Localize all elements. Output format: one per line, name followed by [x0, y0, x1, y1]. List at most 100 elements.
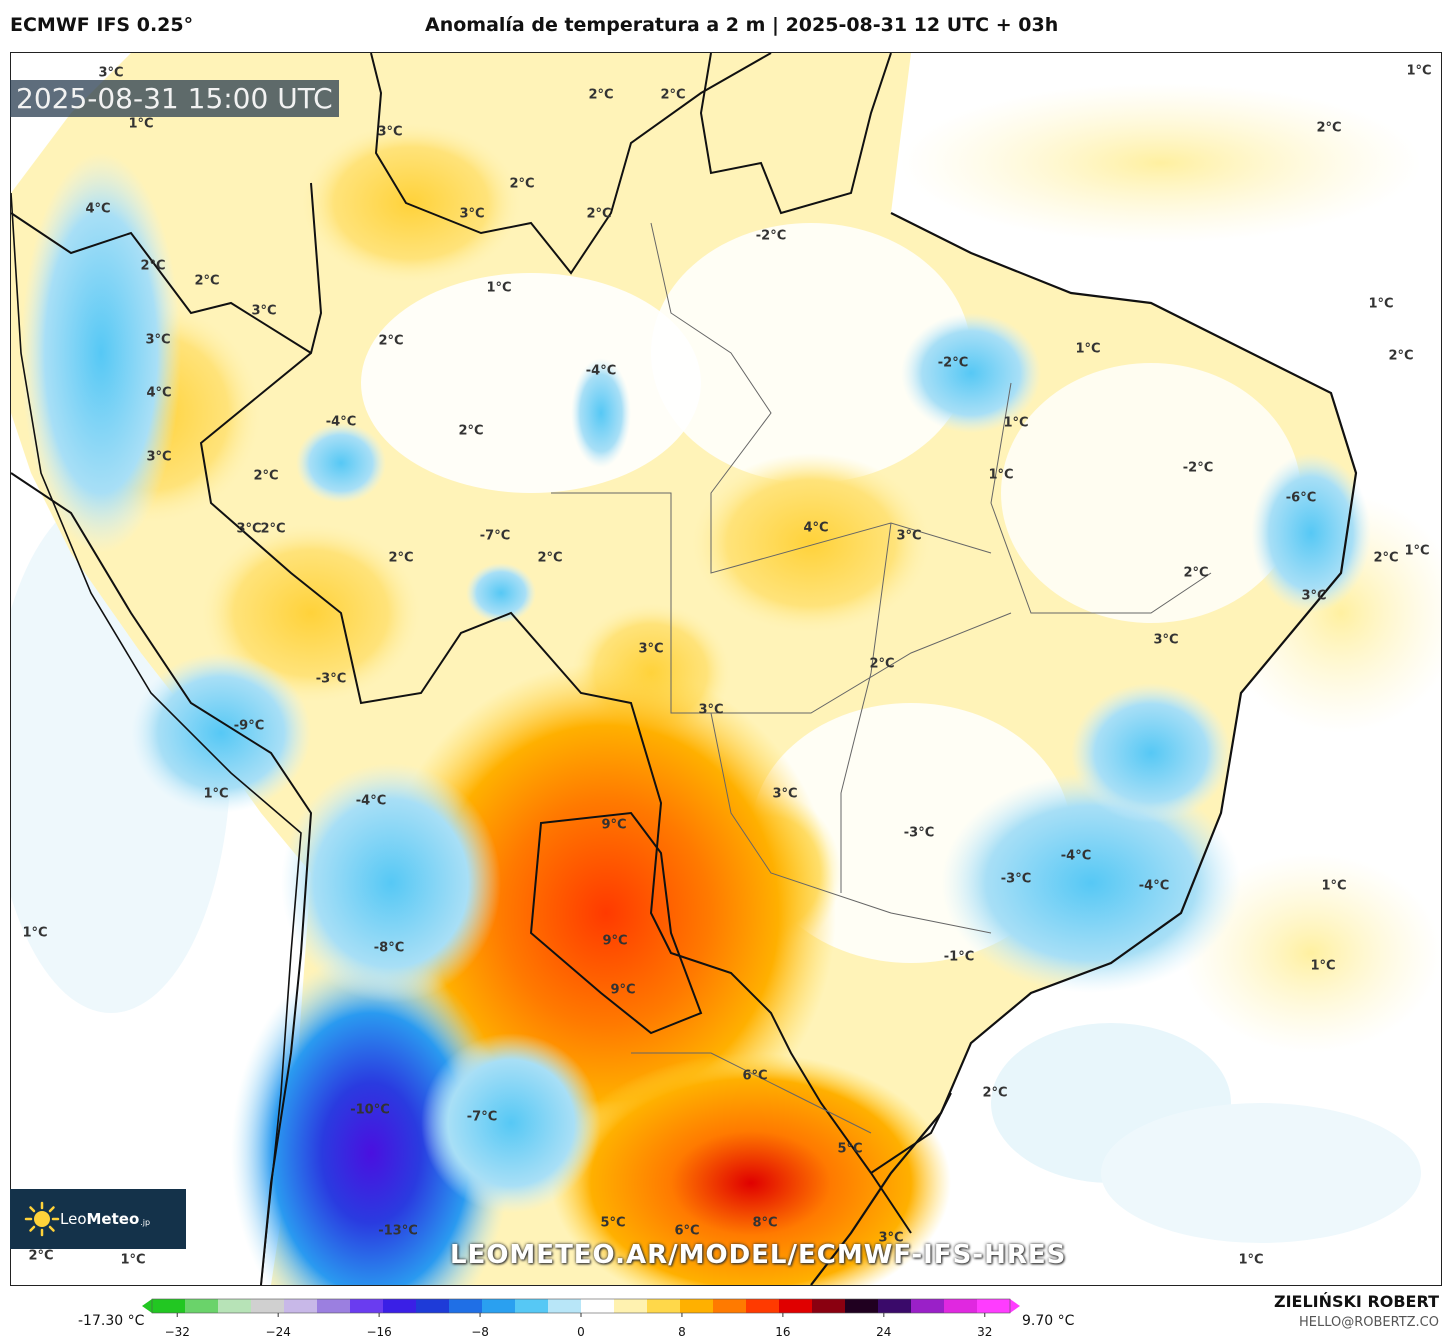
isotherm-label: 2°C: [982, 1085, 1008, 1101]
isotherm-label: -3°C: [903, 825, 935, 841]
sun-logo-icon: [24, 1201, 60, 1237]
colorbar-tick-label: 8: [678, 1325, 686, 1339]
colorbar-swatch: [680, 1299, 714, 1313]
colorbar-swatch: [449, 1299, 483, 1313]
logo-suffix: .jp: [140, 1217, 151, 1227]
colorbar-swatch: [779, 1299, 813, 1313]
colorbar-tick-label: −8: [471, 1325, 489, 1339]
valid-time-badge: 2025-08-31 15:00 UTC: [10, 80, 339, 117]
isotherm-label: -2°C: [755, 228, 787, 244]
isotherm-label: 2°C: [509, 176, 535, 192]
colorbar-swatch: [317, 1299, 351, 1313]
isotherm-label: 2°C: [660, 87, 686, 103]
isotherm-label: 1°C: [128, 116, 154, 132]
colorbar-swatch: [185, 1299, 219, 1313]
isotherm-label: 3°C: [251, 303, 277, 319]
colorbar-swatch: [218, 1299, 252, 1313]
colorbar-swatch: [647, 1299, 681, 1313]
isotherm-label: 2°C: [140, 258, 166, 274]
isotherm-label: -13°C: [378, 1223, 418, 1239]
colorbar-swatch: [977, 1299, 1011, 1313]
isotherm-label: 9°C: [601, 817, 627, 833]
isotherm-label: 1°C: [1238, 1252, 1264, 1268]
isotherm-label: -4°C: [585, 363, 617, 379]
isotherm-label: 9°C: [610, 982, 636, 998]
isotherm-label: 1°C: [1310, 958, 1336, 974]
map-canvas: [11, 53, 1441, 1285]
isotherm-label: -3°C: [1000, 871, 1032, 887]
isotherm-label: 4°C: [146, 385, 172, 401]
author-name: ZIELIŃSKI ROBERT: [1273, 1292, 1439, 1311]
isotherm-label: 2°C: [1373, 550, 1399, 566]
colorbar-swatch: [614, 1299, 648, 1313]
colorbar-swatch: [878, 1299, 912, 1313]
colorbar-swatch: [944, 1299, 978, 1313]
isotherm-label: 2°C: [253, 468, 279, 484]
isotherm-label: 2°C: [586, 206, 612, 222]
isotherm-label: 3°C: [145, 332, 171, 348]
isotherm-label: 2°C: [1316, 120, 1342, 136]
isotherm-label: 6°C: [674, 1223, 700, 1239]
isotherm-label: 1°C: [1404, 543, 1430, 559]
isotherm-label: 1°C: [203, 786, 229, 802]
colorbar-swatch: [713, 1299, 747, 1313]
isotherm-label: -4°C: [325, 414, 357, 430]
isotherm-label: 3°C: [896, 528, 922, 544]
leometeo-logo: LeoMeteo .jp: [10, 1189, 186, 1249]
isotherm-label: 1°C: [486, 280, 512, 296]
isotherm-label: 1°C: [22, 925, 48, 941]
isotherm-label: 6°C: [742, 1068, 768, 1084]
colorbar-swatch: [251, 1299, 285, 1313]
isotherm-label: 3°C: [146, 449, 172, 465]
isotherm-label: 2°C: [378, 333, 404, 349]
temperature-anomaly-map: 3°C 2°C 2°C 3°C 2°C 3°C 1°C 4°C 2°C 2°C 3°C -2°C 2°C…: [10, 52, 1442, 1286]
colorbar: -17.30 °C −32 −24 −16 −8 0 8 16 24 32 9.70 °C: [0, 1288, 1449, 1339]
isotherm-label: 9°C: [602, 933, 628, 949]
map-title: Anomalía de temperatura a 2 m | 2025-08-…: [425, 14, 1059, 36]
isotherm-label: -6°C: [1285, 490, 1317, 506]
isotherm-label: 1°C: [1368, 296, 1394, 312]
colorbar-swatch: [152, 1299, 186, 1313]
isotherm-label: 2°C: [260, 521, 286, 537]
colorbar-swatch: [284, 1299, 318, 1313]
colorbar-max-arrow: [1010, 1299, 1020, 1313]
colorbar-swatch: [515, 1299, 549, 1313]
isotherm-label: -1°C: [943, 949, 975, 965]
isotherm-label: 2°C: [194, 273, 220, 289]
isotherm-label: 3°C: [1153, 632, 1179, 648]
isotherm-label: -4°C: [1138, 878, 1170, 894]
isotherm-label: 1°C: [1406, 63, 1432, 79]
author-email: HELLO@ROBERTZ.CO: [1298, 1315, 1439, 1330]
isotherm-label: -2°C: [937, 355, 969, 371]
isotherm-label: 4°C: [85, 201, 111, 217]
isotherm-label: 2°C: [1388, 348, 1414, 364]
isotherm-label: 3°C: [638, 641, 664, 657]
isotherm-label: 4°C: [803, 520, 829, 536]
colorbar-tick-label: −32: [164, 1325, 190, 1339]
isotherm-label: 1°C: [1321, 878, 1347, 894]
isotherm-label: 8°C: [752, 1215, 778, 1231]
isotherm-label: -8°C: [373, 940, 405, 956]
source-url-watermark: LEOMETEO.AR/MODEL/ECMWF-IFS-HRES: [450, 1240, 1067, 1270]
isotherm-label: 3°C: [878, 1230, 904, 1246]
colorbar-scale: [142, 1298, 1020, 1317]
isotherm-label: -3°C: [315, 671, 347, 687]
colorbar-swatch: [812, 1299, 846, 1313]
isotherm-label: 2°C: [537, 550, 563, 566]
colorbar-max-label: 9.70 °C: [1022, 1313, 1075, 1329]
isotherm-label: -7°C: [479, 528, 511, 544]
isotherm-label: 1°C: [1003, 415, 1029, 431]
isotherm-label: 3°C: [459, 206, 485, 222]
isotherm-label: 2°C: [388, 550, 414, 566]
isotherm-label: 3°C: [1301, 588, 1327, 604]
colorbar-tick-label: 24: [876, 1325, 892, 1339]
isotherm-label: 1°C: [988, 467, 1014, 483]
isotherm-label: 2°C: [1183, 565, 1209, 581]
colorbar-tick-label: 16: [775, 1325, 791, 1339]
isotherm-label: 3°C: [98, 65, 124, 81]
colorbar-swatch: [845, 1299, 879, 1313]
isotherm-label: 2°C: [869, 656, 895, 672]
isotherm-label: -7°C: [466, 1109, 498, 1125]
isotherm-label: -10°C: [350, 1102, 390, 1118]
isotherm-label: 3°C: [772, 786, 798, 802]
